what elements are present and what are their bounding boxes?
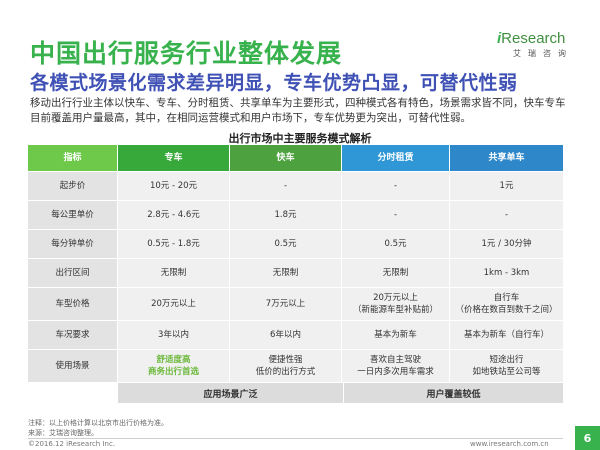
table-cell: 1元 xyxy=(450,172,563,200)
table-cell: 1km - 3km xyxy=(450,259,563,287)
table-cell: 1.8元 xyxy=(230,201,342,229)
table-cell: 20万元以上 （新能源车型补贴前） xyxy=(342,288,450,320)
logo-chinese-name: 艾瑞咨询 xyxy=(513,49,573,58)
table-cell: 20万元以上 xyxy=(118,288,230,320)
table-cell: 无限制 xyxy=(118,259,230,287)
row-label-cell: 车型价格 xyxy=(28,288,118,320)
table-cell: 0.5元 xyxy=(230,230,342,258)
header-cell: 专车 xyxy=(118,145,230,171)
table-cell: 自行车 （价格在数百到数千之间） xyxy=(450,288,563,320)
page-title: 中国出行服务行业整体发展 xyxy=(30,39,343,68)
header-cell: 指标 xyxy=(28,145,118,171)
table-cell: 基本为新车（自行车） xyxy=(450,321,563,349)
row-label-cell: 出行区间 xyxy=(28,259,118,287)
footer-divider xyxy=(28,438,563,439)
table-title: 出行市场中主要服务模式解析 xyxy=(228,132,372,145)
table-cell: 无限制 xyxy=(342,259,450,287)
table-cell: 10元 - 20元 xyxy=(118,172,230,200)
table-row: 每公里单价 2.8元 - 4.6元 1.8元 - - xyxy=(28,201,563,230)
table-body: 起步价 10元 - 20元 - -1元 每公里单价 2.8元 - 4.6元 1.8元 - - 每分… xyxy=(28,172,563,383)
table-row: 每分钟单价 0.5元 - 1.8元 0.5元 0.5元 1元 / 30分钟 xyxy=(28,230,563,259)
row-label-cell: 起步价 xyxy=(28,172,118,200)
row-label-cell: 每公里单价 xyxy=(28,201,118,229)
header-cell: 快车 xyxy=(230,145,342,171)
table-cell: 喜欢自主驾驶 一日内多次用车需求 xyxy=(342,350,450,382)
table-cell: 6年以内 xyxy=(230,321,342,349)
header-cell: 分时租赁 xyxy=(342,145,450,171)
table-row: 起步价 10元 - 20元 - -1元 xyxy=(28,172,563,201)
iresearch-logo: iResearch 艾瑞咨询 xyxy=(497,30,577,59)
row-label-cell: 使用场景 xyxy=(28,350,118,382)
table-cell: 3年以内 xyxy=(118,321,230,349)
note-line: 注释：以上价格计算以北京市出行价格为准。 xyxy=(28,419,168,427)
row-label-cell: 车况要求 xyxy=(28,321,118,349)
row-label-cell: 每分钟单价 xyxy=(28,230,118,258)
logo-wordmark: iResearch xyxy=(497,30,566,47)
table-cell: 无限制 xyxy=(230,259,342,287)
table-header-row: 指标 专车 快车 分时租赁 共享单车 xyxy=(28,145,563,172)
footer-right-cell: 用户覆盖较低 xyxy=(344,383,563,403)
table-cell: - xyxy=(342,201,450,229)
table-cell: 0.5元 - 1.8元 xyxy=(118,230,230,258)
table-cell: - xyxy=(450,201,563,229)
table-cell: 0.5元 xyxy=(342,230,450,258)
table-row: 车况要求 3年以内 6年以内 基本为新车 基本为新车（自行车） xyxy=(28,321,563,350)
table-cell: 2.8元 - 4.6元 xyxy=(118,201,230,229)
table-cell: - xyxy=(230,172,342,200)
table-row: 使用场景 舒适度高 商务出行首选 便捷性强 低价的出行方式 喜欢自主驾驶 一日内多次用… xyxy=(28,350,563,383)
page-number: 6 xyxy=(575,426,600,450)
table-cell: 短途出行 如地铁站至公司等 xyxy=(450,350,563,382)
table-cell: 基本为新车 xyxy=(342,321,450,349)
intro-paragraph: 移动出行行业主体以快车、专车、分时租赁、共享单车为主要形式，四种模式各有特色，场… xyxy=(30,97,566,124)
table-footer-row: 应用场景广泛 用户覆盖较低 xyxy=(28,383,563,403)
copyright: ©2016.12 iResearch Inc. xyxy=(28,440,116,448)
footer-left-cell: 应用场景广泛 xyxy=(118,383,344,403)
table-cell: 1元 / 30分钟 xyxy=(450,230,563,258)
header-cell: 共享单车 xyxy=(450,145,563,171)
table-row: 出行区间 无限制 无限制 无限制 1km - 3km xyxy=(28,259,563,288)
table-cell: 舒适度高 商务出行首选 xyxy=(118,350,230,382)
notes: 注释：以上价格计算以北京市出行价格为准。 来源：艾瑞咨询整理。 xyxy=(28,418,168,438)
table-cell: 7万元以上 xyxy=(230,288,342,320)
comparison-table: 指标 专车 快车 分时租赁 共享单车 起步价 10元 - 20元 - -1元 每公里单价… xyxy=(28,145,563,403)
table-cell: - xyxy=(342,172,450,200)
page-subtitle: 各模式场景化需求差异明显，专车优势凸显，可替代性弱 xyxy=(30,72,518,94)
table-cell: 便捷性强 低价的出行方式 xyxy=(230,350,342,382)
table-row: 车型价格 20万元以上 7万元以上 20万元以上 （新能源车型补贴前） 自行车 （价格在… xyxy=(28,288,563,321)
note-line: 来源：艾瑞咨询整理。 xyxy=(28,429,98,437)
website-url: www.iresearch.com.cn xyxy=(470,440,549,448)
